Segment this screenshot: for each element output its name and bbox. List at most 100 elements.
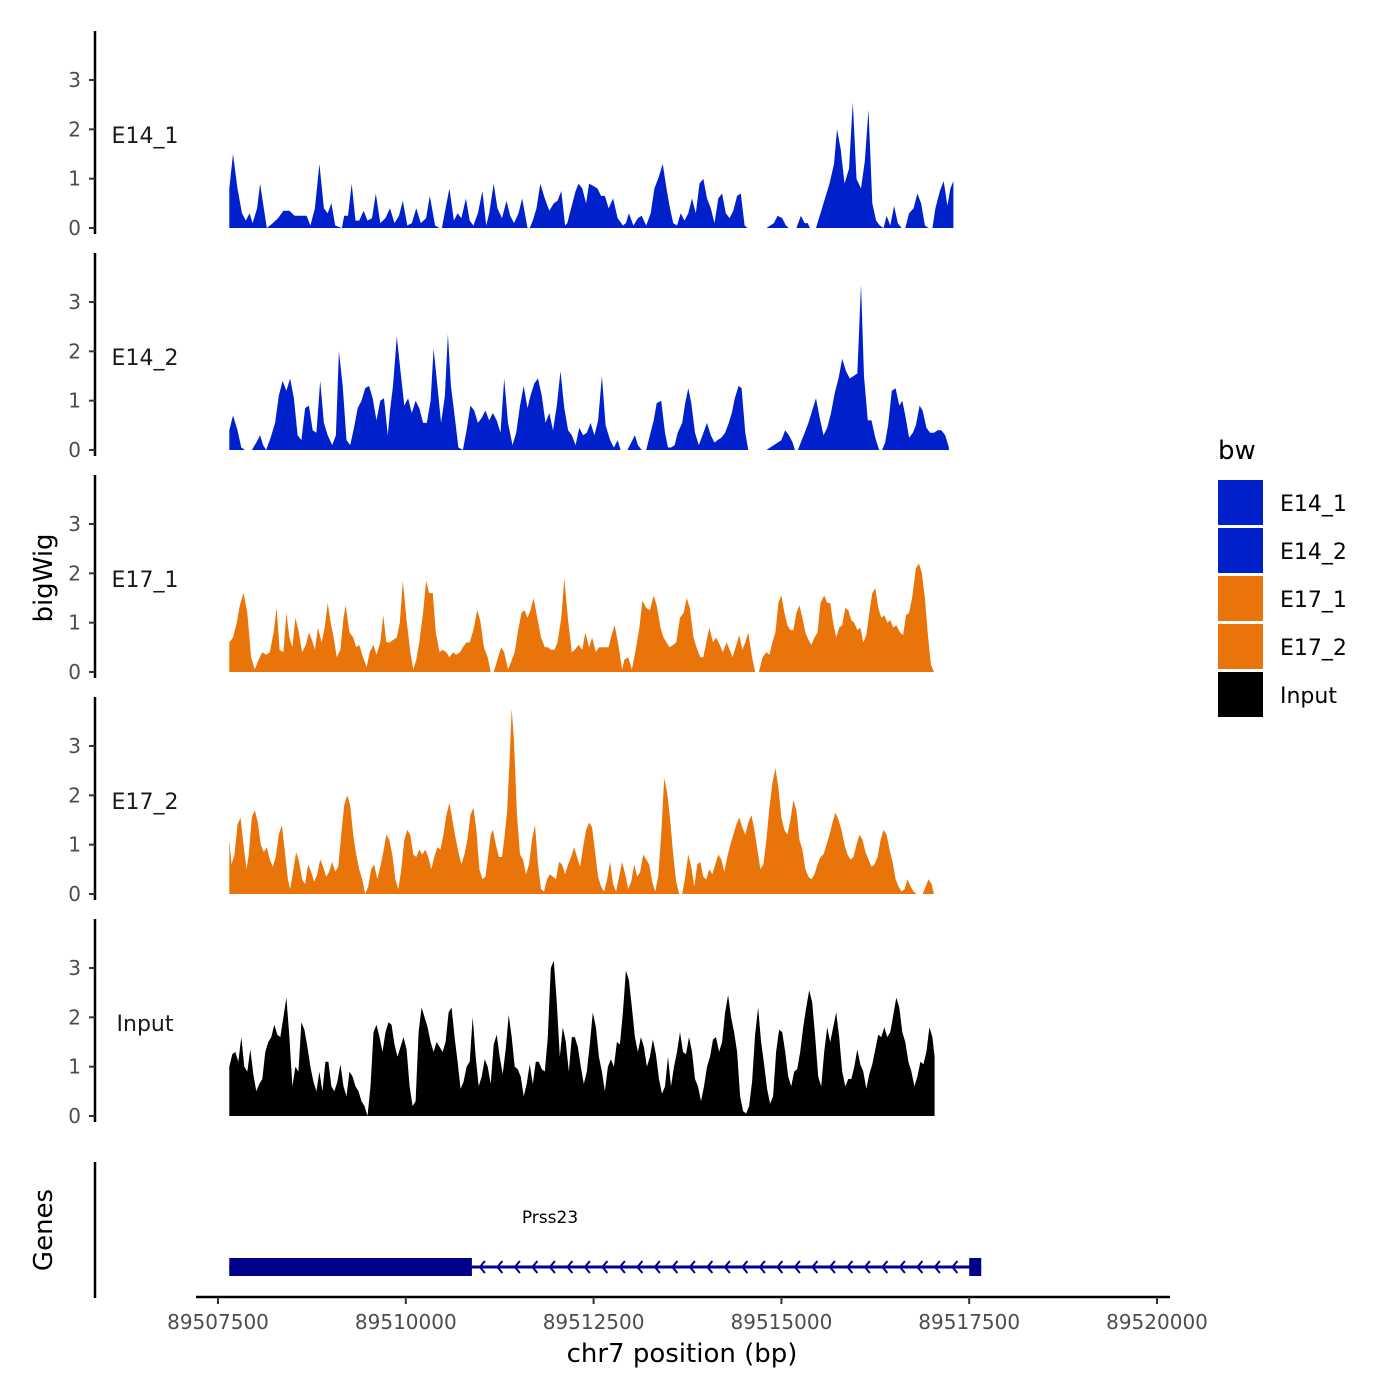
y-tick-label: 3 — [68, 290, 81, 314]
legend-key — [1218, 576, 1263, 621]
coverage-area — [905, 193, 929, 228]
strand-arrow — [881, 1260, 889, 1274]
strand-arrow — [723, 1260, 731, 1274]
strand-arrow — [531, 1260, 539, 1274]
y-tick-label: 0 — [68, 1104, 81, 1128]
legend-label: Input — [1280, 684, 1337, 709]
x-tick-label: 89517500 — [918, 1310, 1020, 1334]
strand-arrow — [951, 1260, 959, 1274]
strand-arrow — [513, 1260, 521, 1274]
strand-arrow — [688, 1260, 696, 1274]
x-axis: 89507500 89510000 89512500 89515000 89517500… — [167, 1295, 1208, 1334]
track-label: E14_2 — [112, 346, 179, 371]
coverage-area — [229, 580, 491, 672]
gene-exon — [229, 1258, 472, 1276]
coverage-area — [627, 435, 642, 450]
strand-arrow — [811, 1260, 819, 1274]
coverage-area — [266, 163, 342, 228]
strand-arrow — [548, 1260, 556, 1274]
strand-arrow — [671, 1260, 679, 1274]
legend-key — [1218, 480, 1263, 525]
y-tick-label: 3 — [68, 512, 81, 536]
y-tick-label: 3 — [68, 956, 81, 980]
y-tick-label: 3 — [68, 68, 81, 92]
legend: bw E14_1 E14_2 E17_1 E17_2 Input — [1218, 436, 1347, 717]
coverage-area — [493, 578, 756, 672]
coverage-area — [682, 768, 917, 894]
legend-label: E14_1 — [1280, 492, 1347, 517]
coverage-area — [367, 960, 935, 1116]
strand-arrow — [566, 1260, 574, 1274]
legend-title: bw — [1218, 436, 1256, 466]
strand-arrow — [916, 1260, 924, 1274]
y-tick-label: 2 — [68, 783, 81, 807]
strand-arrow — [846, 1260, 854, 1274]
y-tick-label: 0 — [68, 660, 81, 684]
strand-arrow — [636, 1260, 644, 1274]
coverage-area — [797, 284, 880, 450]
coverage-area — [441, 183, 528, 228]
y-tick-label: 1 — [68, 833, 81, 857]
strand-arrow — [706, 1260, 714, 1274]
y-tick-label: 1 — [68, 1055, 81, 1079]
strand-arrow — [601, 1260, 609, 1274]
y-tick-label: 0 — [68, 882, 81, 906]
track-label: Input — [117, 1012, 174, 1037]
strand-arrow — [898, 1260, 906, 1274]
y-tick-label: 2 — [68, 117, 81, 141]
coverage-area — [816, 102, 884, 228]
x-tick-label: 89520000 — [1106, 1310, 1208, 1334]
x-axis-title: chr7 position (bp) — [567, 1339, 798, 1369]
strand-arrow — [478, 1260, 486, 1274]
strand-arrow — [863, 1260, 871, 1274]
coverage-area — [932, 181, 954, 228]
coverage-area — [229, 415, 245, 450]
coverage-area — [646, 385, 749, 450]
y-tick-label: 0 — [68, 438, 81, 462]
track-E14_1: 0 1 2 3 E14_1 — [68, 31, 954, 240]
y-axis-title-tracks: bigWig — [29, 533, 59, 622]
y-tick-label: 2 — [68, 339, 81, 363]
coverage-area — [882, 388, 949, 450]
tracks-layer: 0 1 2 3 E14_1 0 1 2 3 E14_2 0 1 2 3 E17_1 0 1 2 3 E17_2 0 1 2 3… — [68, 31, 954, 1128]
track-E17_1: 0 1 2 3 E17_1 — [68, 475, 934, 684]
y-tick-label: 0 — [68, 216, 81, 240]
coverage-area — [229, 154, 267, 228]
y-axis-title-genes: Genes — [29, 1189, 59, 1271]
y-tick-label: 1 — [68, 389, 81, 413]
coverage-area — [251, 435, 267, 450]
track-label: E17_2 — [112, 790, 179, 815]
y-tick-label: 2 — [68, 1005, 81, 1029]
coverage-area — [462, 371, 621, 450]
y-tick-label: 3 — [68, 734, 81, 758]
gene-track: Prss23 — [93, 1162, 982, 1298]
coverage-area — [266, 334, 463, 450]
legend-key — [1218, 528, 1263, 573]
coverage-area — [341, 183, 440, 228]
legend-label: E17_2 — [1280, 636, 1347, 661]
y-tick-label: 2 — [68, 561, 81, 585]
coverage-area — [796, 215, 810, 228]
legend-label: E17_1 — [1280, 588, 1347, 613]
coverage-area — [365, 709, 680, 894]
track-Input: 0 1 2 3 Input — [68, 919, 935, 1128]
strand-arrow — [776, 1260, 784, 1274]
track-E14_2: 0 1 2 3 E14_2 — [68, 253, 949, 462]
coverage-area — [229, 795, 366, 894]
legend-key — [1218, 624, 1263, 669]
coverage-area — [529, 163, 748, 228]
strand-arrow — [933, 1260, 941, 1274]
coverage-area — [766, 430, 795, 450]
x-tick-label: 89510000 — [355, 1310, 457, 1334]
track-label: E17_1 — [112, 568, 179, 593]
strand-arrow — [653, 1260, 661, 1274]
strand-arrow — [741, 1260, 749, 1274]
x-tick-label: 89507500 — [167, 1310, 269, 1334]
y-tick-label: 1 — [68, 611, 81, 635]
coverage-area — [766, 215, 789, 228]
strand-arrow — [828, 1260, 836, 1274]
strand-arrow — [618, 1260, 626, 1274]
x-tick-label: 89515000 — [731, 1310, 833, 1334]
gene-Prss23: Prss23 — [229, 1208, 982, 1276]
track-E17_2: 0 1 2 3 E17_2 — [68, 697, 934, 906]
